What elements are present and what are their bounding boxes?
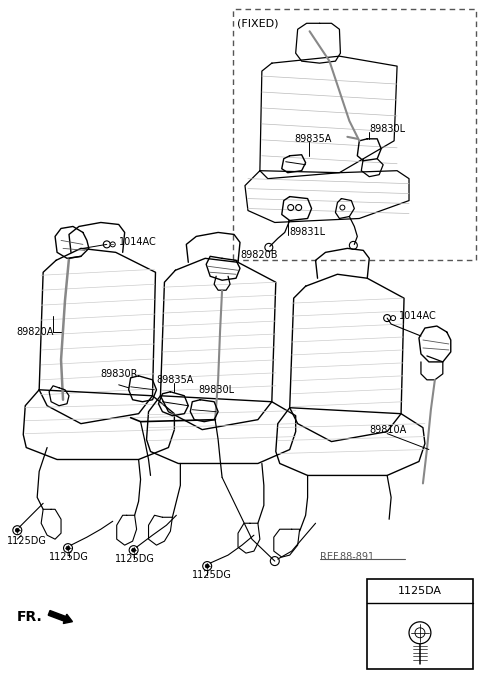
Circle shape	[15, 528, 19, 532]
Text: 1125DA: 1125DA	[398, 586, 442, 596]
Text: 89831L: 89831L	[290, 227, 326, 237]
Text: FR.: FR.	[16, 610, 42, 624]
Text: 1014AC: 1014AC	[119, 237, 156, 247]
Circle shape	[66, 546, 70, 550]
Bar	[367, 579, 473, 669]
Text: (FIXED): (FIXED)	[237, 18, 278, 28]
Text: 1125DG: 1125DG	[7, 536, 47, 546]
FancyArrow shape	[48, 610, 72, 623]
Text: 1014AC: 1014AC	[399, 311, 437, 321]
Circle shape	[132, 548, 136, 552]
Text: 89830L: 89830L	[369, 124, 406, 134]
Text: 89820A: 89820A	[16, 327, 54, 337]
Text: 89820B: 89820B	[240, 250, 277, 260]
Bar	[233, 9, 476, 260]
Text: 1125DG: 1125DG	[115, 554, 155, 564]
Circle shape	[205, 564, 209, 568]
Text: 1125DG: 1125DG	[192, 570, 232, 580]
Text: 1125DG: 1125DG	[49, 552, 89, 562]
Text: 89830L: 89830L	[198, 385, 234, 395]
Text: REF.88-891: REF.88-891	[320, 552, 373, 562]
Text: 89835A: 89835A	[156, 375, 194, 385]
Text: 89810A: 89810A	[369, 425, 407, 435]
Text: 89830R: 89830R	[101, 369, 138, 379]
Text: 89835A: 89835A	[295, 134, 332, 144]
